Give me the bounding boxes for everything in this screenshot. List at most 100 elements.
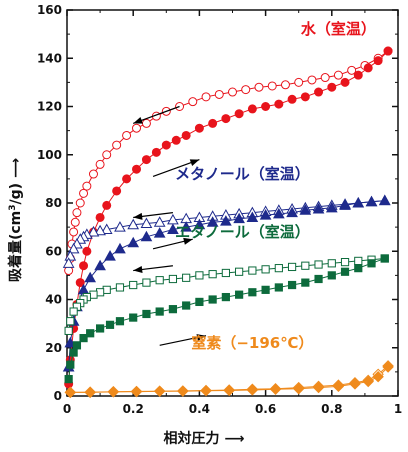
series-label-2: エタノール（室温）	[175, 223, 310, 241]
series-label-3: 窒素（−196℃）	[191, 334, 313, 352]
x-tick-label: 0.8	[321, 402, 342, 416]
direction-arrows	[132, 105, 207, 346]
adsorption-point	[171, 135, 181, 145]
adsorption-point	[84, 386, 96, 399]
desorption-point	[100, 223, 113, 235]
adsorption-point	[64, 336, 77, 348]
desorption-point	[274, 264, 283, 273]
adsorption-point	[235, 290, 244, 299]
y-tick-label: 80	[45, 196, 62, 210]
adsorption-point	[246, 211, 259, 222]
adsorption-point	[349, 378, 361, 390]
adsorption-point	[195, 297, 204, 307]
desorption-point	[82, 181, 92, 191]
adsorption-point	[75, 278, 85, 288]
adsorption-point	[64, 375, 73, 384]
y-tick-label: 160	[37, 3, 62, 17]
y-tick-label: 0	[54, 389, 62, 403]
adsorption-point	[259, 209, 272, 220]
desorption-point	[64, 326, 73, 335]
adsorption-point	[69, 348, 78, 357]
adsorption-point	[287, 94, 297, 104]
y-tick-label: 140	[37, 51, 62, 65]
arrow-head	[133, 212, 143, 220]
series-marks	[62, 46, 394, 399]
x-tick-label: 0.6	[255, 402, 276, 416]
adsorption-point	[155, 307, 164, 316]
adsorption-point	[129, 313, 138, 322]
desorption-point	[280, 80, 290, 90]
adsorption-point	[327, 271, 336, 280]
adsorption-point	[246, 384, 259, 396]
desorption-point	[115, 283, 125, 292]
adsorption-point	[312, 381, 325, 394]
adsorption-point	[327, 82, 337, 92]
adsorption-point	[234, 109, 244, 119]
adsorption-point	[95, 212, 105, 222]
adsorption-point	[122, 174, 132, 184]
adsorption-point	[354, 264, 363, 273]
adsorption-point	[153, 227, 166, 238]
adsorption-point	[193, 218, 206, 230]
desorption-point	[182, 273, 191, 282]
axes: 0 20 40 60 80 100 120 140 160 0 0.2 0.4 0.6 0.8 1	[37, 3, 402, 416]
adsorption-point	[352, 196, 365, 208]
series-3	[64, 360, 394, 399]
desorption-point	[294, 77, 304, 87]
adsorption-point	[340, 77, 350, 87]
arrow-head	[189, 159, 200, 166]
series-2	[64, 254, 389, 384]
desorption-point	[228, 87, 237, 97]
y-axis-title: 吸着量(cm3/g) ⟶	[7, 158, 24, 282]
desorption-point	[261, 265, 270, 274]
adsorption-point	[261, 102, 271, 111]
desorption-point	[287, 262, 297, 272]
desorption-point	[214, 89, 224, 99]
adsorption-point	[107, 386, 120, 398]
adsorption-point	[378, 194, 391, 206]
adsorption-point	[182, 301, 191, 310]
desorption-point	[129, 280, 138, 290]
desorption-point	[79, 188, 89, 198]
desorption-point	[67, 242, 80, 254]
adsorption-point	[127, 236, 140, 248]
y-tick-label: 120	[37, 100, 62, 114]
adsorption-point	[206, 216, 219, 227]
desorption-point	[112, 140, 122, 150]
adsorption-point	[161, 140, 171, 150]
desorption-point	[188, 97, 198, 107]
desorption-point	[66, 317, 75, 326]
adsorption-point	[79, 261, 89, 271]
x-tick-label: 0.2	[123, 402, 144, 416]
adsorption-point	[105, 320, 115, 329]
adsorption-point	[269, 383, 282, 395]
adsorption-point	[332, 380, 345, 393]
adsorption-point	[115, 317, 125, 326]
desorption-point	[221, 268, 230, 278]
adsorption-point	[221, 114, 231, 124]
adsorption-point	[141, 155, 151, 165]
desorption-point	[340, 258, 350, 267]
desorption-point	[72, 208, 82, 218]
adsorption-point	[353, 70, 363, 80]
y-tick-label: 40	[45, 293, 62, 307]
adsorption-point	[248, 288, 257, 297]
desorption-point	[62, 257, 75, 268]
adsorption-point	[86, 329, 95, 338]
adsorption-point	[64, 386, 77, 399]
desorption-point	[195, 271, 204, 280]
desorption-point	[201, 92, 211, 102]
adsorption-point	[104, 250, 116, 261]
adsorption-point	[286, 206, 298, 218]
adsorption-point	[220, 215, 232, 226]
adsorption-point	[208, 118, 218, 128]
adsorption-point	[177, 385, 189, 397]
arrow-head	[133, 265, 143, 273]
adsorption-point	[223, 384, 235, 397]
desorption-point	[307, 75, 317, 85]
desorption-point	[69, 227, 79, 237]
series-labels: 水（室温） メタノール（室温） エタノール（室温） 窒素（−196℃）	[175, 20, 376, 352]
adsorption-point	[314, 274, 323, 284]
adsorption-point	[339, 199, 351, 210]
desorption-point	[127, 218, 140, 230]
